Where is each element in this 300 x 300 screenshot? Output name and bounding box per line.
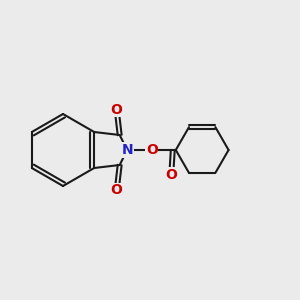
Text: O: O xyxy=(146,143,158,157)
Text: O: O xyxy=(165,168,177,182)
Text: O: O xyxy=(111,184,123,197)
Text: O: O xyxy=(111,103,123,116)
Text: N: N xyxy=(122,143,133,157)
